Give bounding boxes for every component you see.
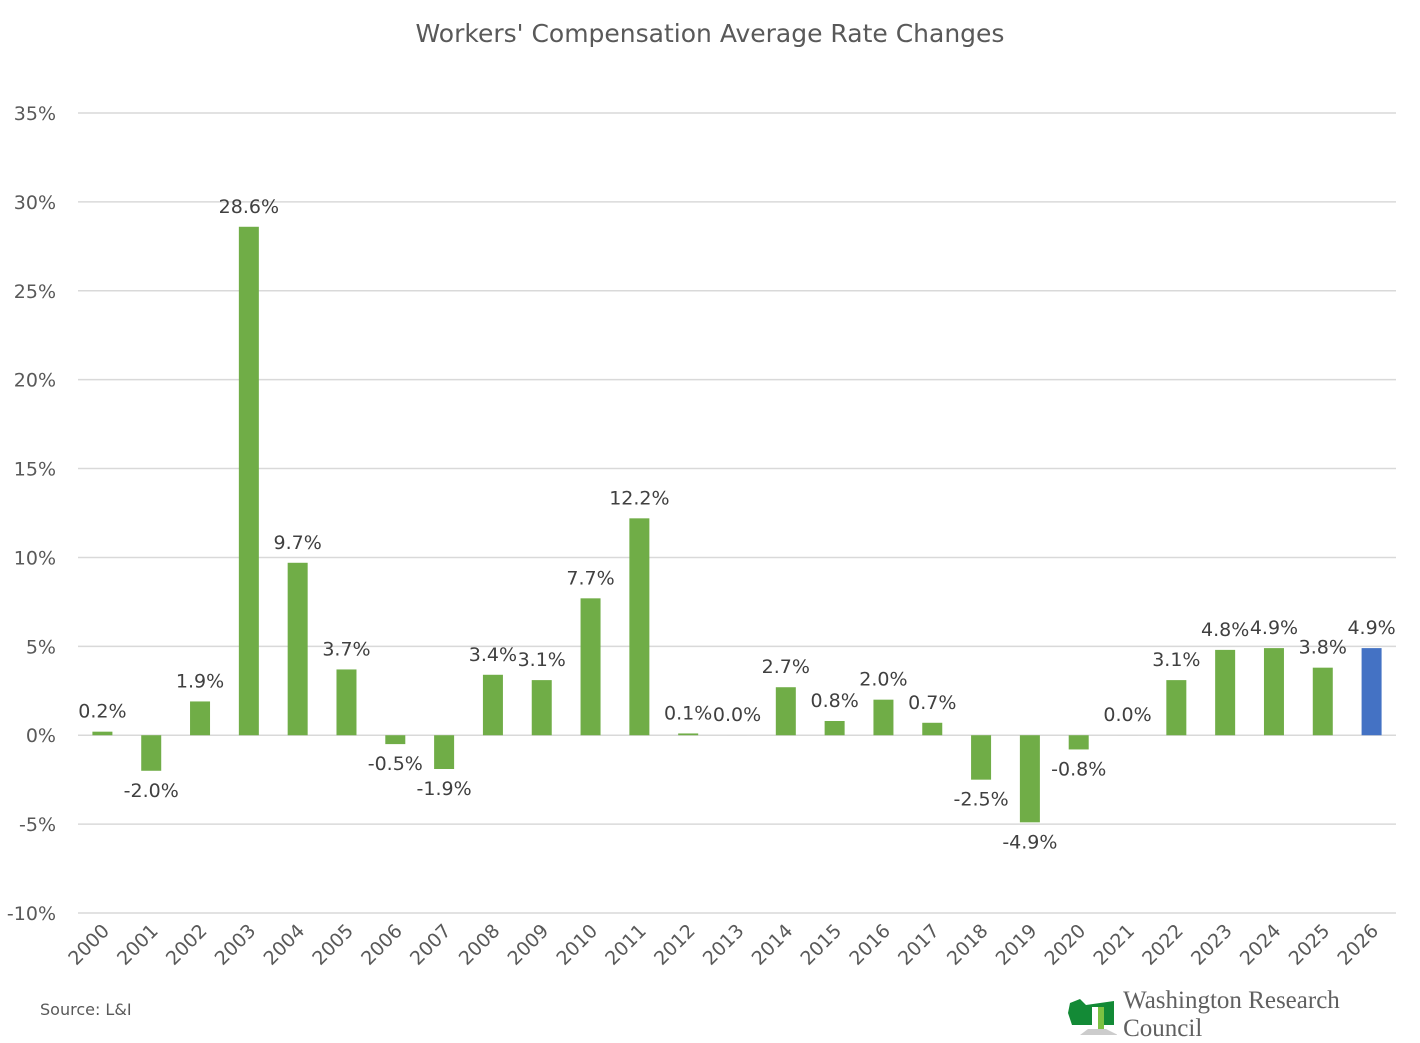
x-tick-label: 2005 [308, 920, 358, 970]
bar-2016 [873, 700, 893, 736]
data-label: 12.2% [609, 487, 669, 509]
x-tick-label: 2003 [211, 920, 261, 970]
data-label: 4.9% [1347, 617, 1395, 639]
data-label: 0.2% [78, 701, 126, 723]
data-label: -4.9% [1002, 831, 1057, 853]
y-tick-label: 15% [14, 459, 56, 481]
data-label: -2.0% [124, 780, 179, 802]
bar-2026 [1362, 648, 1382, 735]
data-label: 3.4% [469, 644, 517, 666]
data-label: 9.7% [274, 532, 322, 554]
y-tick-label: 25% [14, 281, 56, 303]
x-tick-label: 2011 [601, 920, 651, 970]
data-label: 28.6% [219, 196, 279, 218]
data-label: 4.9% [1250, 617, 1298, 639]
data-label: 0.8% [810, 690, 858, 712]
data-label: 7.7% [566, 567, 614, 589]
x-tick-label: 2024 [1236, 920, 1286, 970]
y-tick-label: 35% [14, 103, 56, 125]
bar-2014 [776, 687, 796, 735]
y-tick-label: 20% [14, 370, 56, 392]
x-tick-label: 2018 [943, 920, 993, 970]
y-tick-label: 30% [14, 192, 56, 214]
y-tick-label: -10% [7, 903, 56, 925]
bar-2010 [581, 598, 601, 735]
logo-text: Washington Research Council [1123, 987, 1420, 1043]
bar-2019 [1020, 735, 1040, 822]
bar-2022 [1166, 680, 1186, 735]
y-tick-label: -5% [19, 814, 56, 836]
x-tick-label: 2017 [894, 920, 944, 970]
data-label: 0.1% [664, 702, 712, 724]
bar-2005 [336, 669, 356, 735]
bar-2000 [92, 732, 112, 736]
data-label: -1.9% [417, 778, 472, 800]
data-label: -0.8% [1051, 758, 1106, 780]
y-tick-label: 0% [26, 725, 56, 747]
data-label: 0.7% [908, 692, 956, 714]
x-tick-label: 2007 [406, 920, 456, 970]
bar-2009 [532, 680, 552, 735]
data-label: 3.1% [518, 649, 566, 671]
x-tick-label: 2012 [650, 920, 700, 970]
data-label: 2.0% [859, 669, 907, 691]
bar-2006 [385, 735, 405, 744]
x-tick-label: 2006 [357, 920, 407, 970]
washington-state-logo-icon [1066, 995, 1117, 1035]
x-tick-label: 2026 [1333, 920, 1383, 970]
bar-2012 [678, 733, 698, 735]
bar-2008 [483, 675, 503, 735]
data-label: 2.7% [762, 656, 810, 678]
data-label: 3.8% [1299, 637, 1347, 659]
data-label: 0.0% [1103, 704, 1151, 726]
x-tick-label: 2013 [699, 920, 749, 970]
bar-2020 [1069, 735, 1089, 749]
source-note: Source: L&I [40, 1000, 132, 1019]
data-label: 3.1% [1152, 649, 1200, 671]
bar-2017 [922, 723, 942, 735]
bar-2011 [629, 518, 649, 735]
bar-2025 [1313, 668, 1333, 736]
y-tick-label: 5% [26, 636, 56, 658]
x-tick-label: 2025 [1285, 920, 1335, 970]
washington-research-council-logo: Washington Research Council [1066, 987, 1420, 1043]
x-tick-label: 2008 [455, 920, 505, 970]
bar-2007 [434, 735, 454, 769]
bar-2002 [190, 701, 210, 735]
bar-2024 [1264, 648, 1284, 735]
x-tick-label: 2020 [1040, 920, 1090, 970]
x-tick-label: 2021 [1089, 920, 1139, 970]
x-tick-label: 2002 [162, 920, 212, 970]
x-tick-label: 2016 [845, 920, 895, 970]
bar-2004 [288, 563, 308, 735]
x-tick-label: 2000 [64, 920, 114, 970]
bar-2003 [239, 227, 259, 735]
data-label: 1.9% [176, 670, 224, 692]
chart-title: Workers' Compensation Average Rate Chang… [416, 19, 1005, 48]
bar-2023 [1215, 650, 1235, 735]
x-tick-label: 2004 [259, 920, 309, 970]
bar-2018 [971, 735, 991, 779]
x-tick-label: 2015 [796, 920, 846, 970]
bar-2015 [825, 721, 845, 735]
x-tick-label: 2014 [748, 920, 798, 970]
x-tick-label: 2009 [504, 920, 554, 970]
data-label: -0.5% [368, 753, 423, 775]
data-label: -2.5% [954, 789, 1009, 811]
data-label: 3.7% [322, 638, 370, 660]
x-tick-label: 2010 [552, 920, 602, 970]
x-tick-label: 2023 [1187, 920, 1237, 970]
y-tick-label: 10% [14, 547, 56, 569]
x-tick-label: 2019 [992, 920, 1042, 970]
bar-2001 [141, 735, 161, 771]
x-tick-label: 2001 [113, 920, 163, 970]
x-tick-label: 2022 [1138, 920, 1188, 970]
data-label: 0.0% [713, 704, 761, 726]
data-label: 4.8% [1201, 619, 1249, 641]
